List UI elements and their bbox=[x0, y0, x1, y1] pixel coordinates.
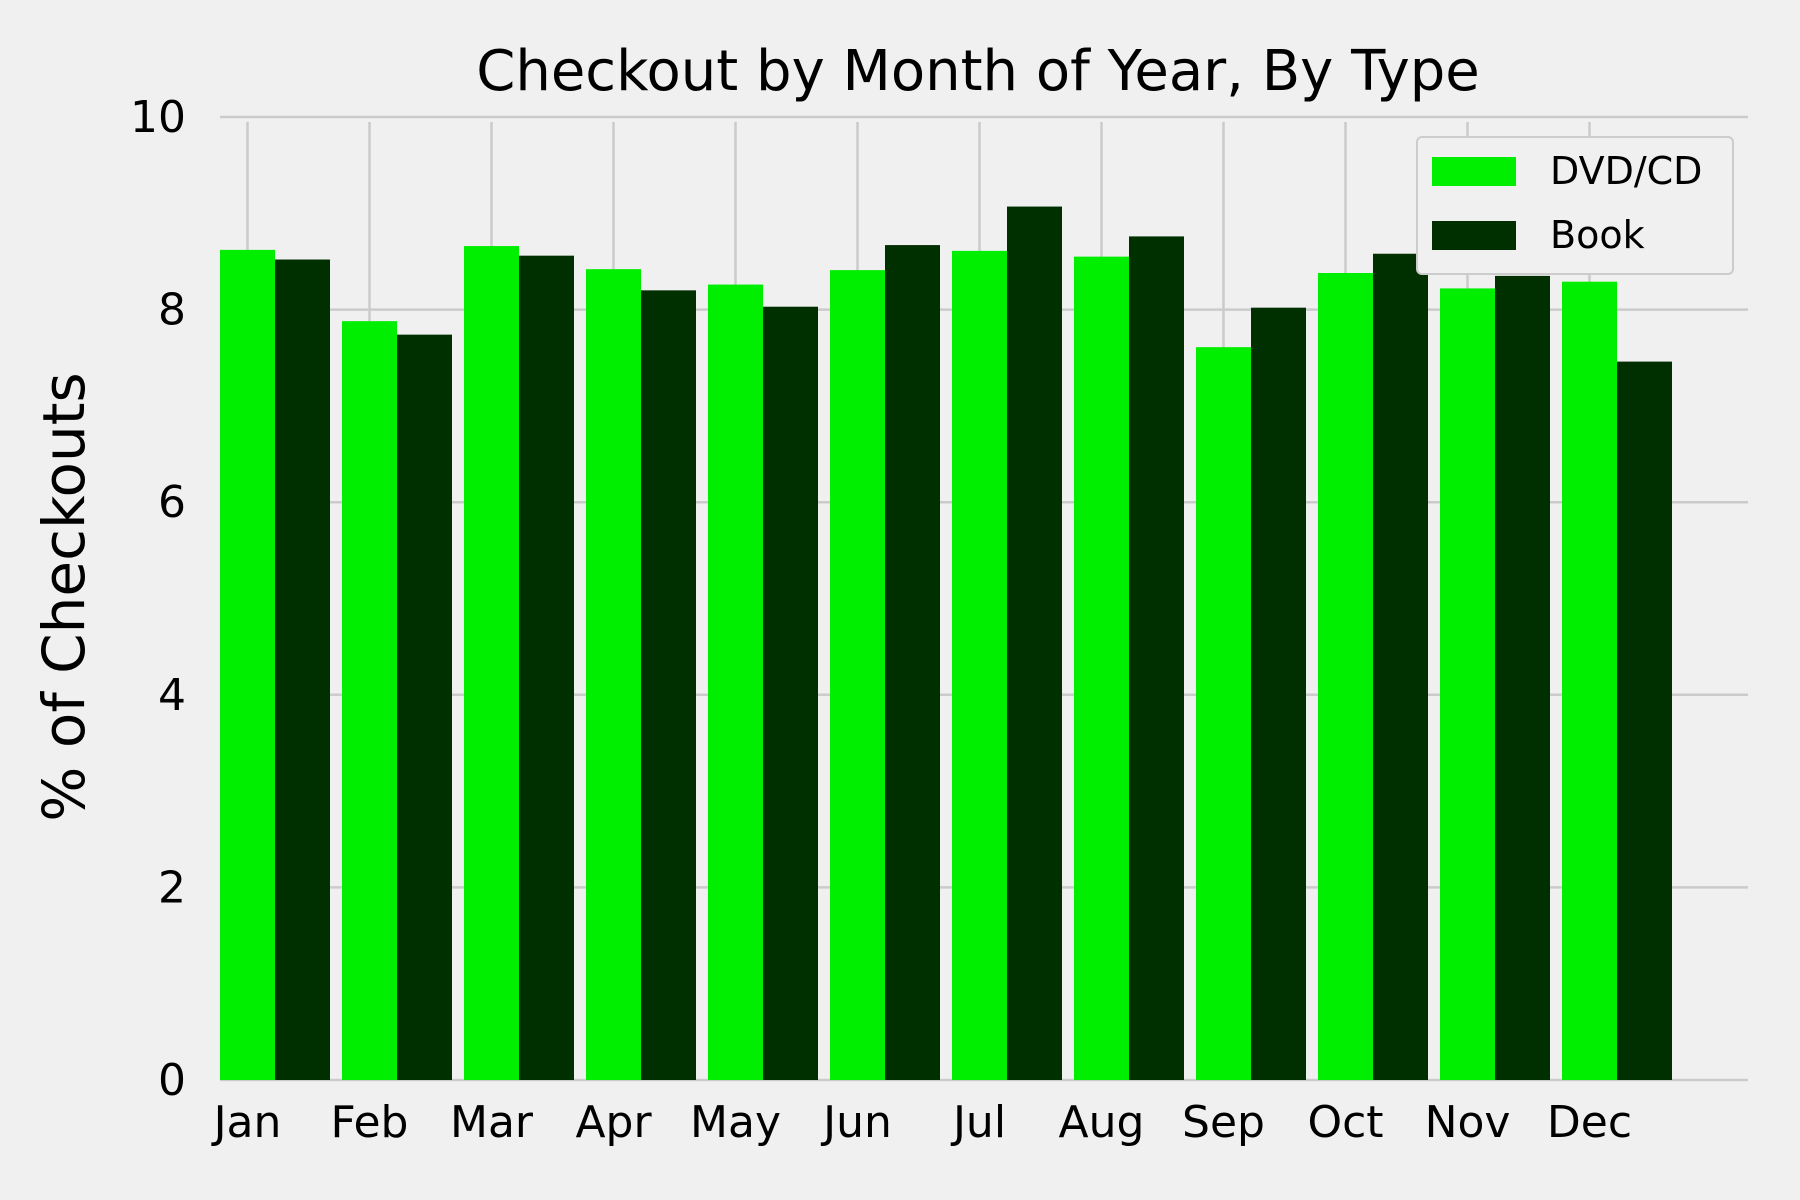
y-tick-label: 2 bbox=[158, 862, 186, 913]
x-tick-label: May bbox=[690, 1097, 781, 1148]
bar-dvd-cd-aug bbox=[1074, 256, 1129, 1080]
bar-dvd-cd-oct bbox=[1318, 273, 1373, 1081]
bar-book-jul bbox=[1007, 206, 1062, 1080]
legend-swatch bbox=[1432, 157, 1516, 186]
bar-book-mar bbox=[519, 255, 574, 1080]
x-axis-ticks: Jan Feb Mar Apr May Jun Jul Aug Sep Oct Nov Dec bbox=[211, 1097, 1632, 1148]
x-tick-label: Feb bbox=[331, 1097, 409, 1148]
bar-dvd-cd-apr bbox=[586, 269, 641, 1080]
bar-dvd-cd-sep bbox=[1196, 347, 1251, 1081]
y-tick-label: 0 bbox=[158, 1055, 186, 1106]
legend-label: Book bbox=[1550, 213, 1645, 257]
legend-swatch bbox=[1432, 221, 1516, 250]
bar-book-feb bbox=[397, 334, 452, 1080]
bar-dvd-cd-feb bbox=[342, 321, 397, 1080]
x-tick-label: Mar bbox=[450, 1097, 534, 1148]
x-tick-label: Aug bbox=[1059, 1097, 1145, 1148]
chart-title: Checkout by Month of Year, By Type bbox=[476, 39, 1480, 104]
legend-label: DVD/CD bbox=[1550, 149, 1702, 193]
x-tick-label: Nov bbox=[1425, 1097, 1511, 1148]
y-tick-label: 6 bbox=[158, 477, 186, 528]
x-tick-label: Jun bbox=[820, 1097, 892, 1148]
bar-book-may bbox=[763, 306, 818, 1080]
bar-book-sep bbox=[1251, 307, 1306, 1080]
bar-book-dec bbox=[1617, 361, 1672, 1080]
bar-dvd-cd-may bbox=[708, 284, 763, 1080]
y-tick-label: 8 bbox=[158, 285, 186, 336]
y-tick-label: 10 bbox=[130, 92, 186, 143]
bar-book-nov bbox=[1495, 275, 1550, 1080]
bar-book-aug bbox=[1129, 236, 1184, 1081]
bar-dvd-cd-jan bbox=[220, 249, 275, 1081]
x-tick-label: Jan bbox=[211, 1097, 282, 1148]
x-tick-label: Apr bbox=[575, 1097, 652, 1148]
x-tick-label: Dec bbox=[1547, 1097, 1632, 1148]
bars bbox=[220, 206, 1672, 1081]
y-tick-label: 4 bbox=[158, 670, 186, 721]
y-axis-ticks: 0 2 4 6 8 10 bbox=[130, 92, 186, 1106]
bar-book-jun bbox=[885, 245, 940, 1081]
bar-book-apr bbox=[641, 290, 696, 1081]
x-tick-label: Jul bbox=[950, 1097, 1006, 1148]
y-axis-title: % of Checkouts bbox=[30, 372, 98, 821]
bar-dvd-cd-mar bbox=[464, 246, 519, 1081]
x-tick-label: Oct bbox=[1307, 1097, 1383, 1148]
bar-dvd-cd-dec bbox=[1562, 281, 1617, 1081]
bar-book-oct bbox=[1373, 253, 1428, 1081]
legend: DVD/CD Book bbox=[1416, 136, 1734, 275]
bar-dvd-cd-jul bbox=[952, 250, 1007, 1080]
bar-dvd-cd-nov bbox=[1440, 288, 1495, 1080]
bar-book-jan bbox=[275, 259, 330, 1080]
bar-dvd-cd-jun bbox=[830, 270, 885, 1080]
x-tick-label: Sep bbox=[1182, 1097, 1265, 1148]
